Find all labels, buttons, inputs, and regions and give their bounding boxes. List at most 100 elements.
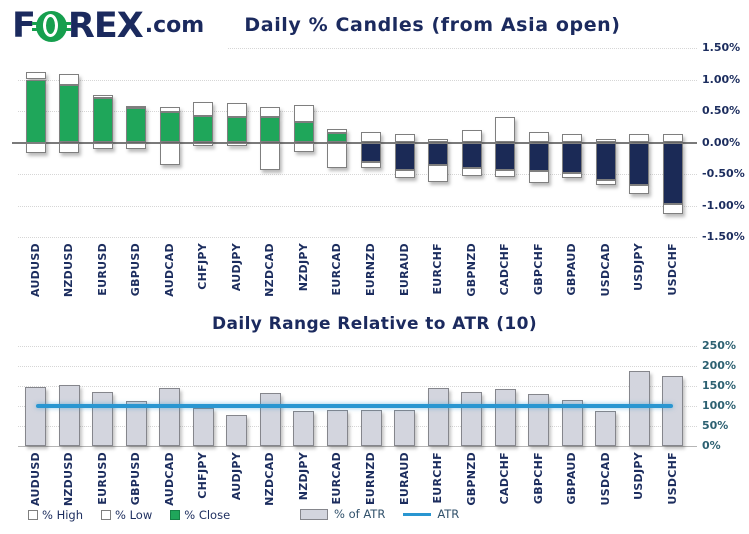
gridline-1.50%: [228, 48, 697, 49]
y-axis-label: 0%: [702, 439, 721, 452]
blue-line-swatch-icon: [403, 512, 432, 516]
candles-legend: % High % Low % Close: [28, 508, 248, 522]
x-axis-label-GBPUSD: GBPUSD: [129, 452, 143, 506]
candle-EURCHF-high-wick: [428, 139, 449, 143]
green-box-swatch-icon: [170, 510, 181, 520]
legend-atr-bar-label: % of ATR: [334, 507, 386, 521]
candle-USDCHF-body: [662, 142, 683, 204]
gridline-0.50%: [18, 111, 697, 112]
x-axis-label-CADCHF: CADCHF: [498, 452, 512, 505]
bar-NZDUSD: [58, 385, 80, 446]
candle-EURCAD-low-wick: [327, 142, 348, 168]
candle-EURNZD-high-wick: [361, 132, 381, 143]
y-axis-label: 1.50%: [702, 41, 741, 54]
candle-CADCHF-high-wick: [495, 116, 516, 143]
candle-GBPUSD-high-wick: [126, 105, 147, 109]
bar-GBPUSD: [125, 400, 147, 446]
candle-EURAUD-low-wick: [394, 170, 415, 178]
candle-CADCHF-low-wick: [495, 169, 516, 178]
x-axis-label-NZDUSD: NZDUSD: [62, 243, 76, 298]
candle-AUDUSD-low-wick: [25, 142, 46, 154]
candle-NZDCAD-low-wick: [260, 142, 281, 170]
legend-item-close: % Close: [170, 508, 230, 522]
bar-USDJPY: [628, 370, 650, 446]
gridline-250%: [18, 346, 697, 347]
candle-NZDCAD-high-wick: [260, 106, 281, 117]
candle-EURCHF-low-wick: [428, 165, 449, 183]
x-axis-label-CHFJPY: CHFJPY: [196, 452, 210, 499]
gray-bar-swatch-icon: [300, 508, 328, 520]
candle-USDJPY-body: [629, 142, 650, 186]
candle-EURCHF-body: [428, 142, 449, 166]
bar-EURCAD: [326, 409, 348, 446]
legend-high-label: % High: [42, 508, 84, 522]
y-axis-label: 0.50%: [702, 104, 741, 117]
candle-GBPCHF-body: [528, 142, 549, 172]
candle-USDCHF-high-wick: [662, 133, 683, 143]
candle-NZDCAD-body: [260, 116, 281, 143]
white-box-swatch-icon: [28, 510, 38, 520]
x-axis-label-EURUSD: EURUSD: [95, 243, 109, 296]
logo-letters-rex: REX: [67, 6, 144, 46]
x-axis-label-AUDUSD: AUDUSD: [28, 452, 42, 507]
candle-NZDUSD-high-wick: [59, 74, 80, 86]
x-axis-label-GBPNZD: GBPNZD: [464, 452, 478, 506]
x-axis-label-CADCHF: CADCHF: [498, 243, 512, 296]
y-axis-label: 50%: [702, 419, 729, 432]
legend-close-label: % Close: [184, 508, 231, 522]
candle-AUDCAD-low-wick: [159, 142, 180, 166]
bar-USDCHF: [662, 375, 684, 446]
x-axis-label-GBPAUD: GBPAUD: [565, 452, 579, 505]
bar-AUDCAD: [159, 388, 181, 446]
forex-globe-icon: [31, 10, 71, 42]
candle-EURNZD-body: [361, 142, 381, 163]
candle-NZDJPY-high-wick: [293, 104, 314, 123]
bottom-axis-line: [18, 446, 697, 447]
x-axis-label-USDCAD: USDCAD: [598, 452, 612, 506]
legend-low-label: % Low: [115, 508, 153, 522]
candle-AUDUSD-high-wick: [25, 71, 46, 80]
x-axis-label-NZDCAD: NZDCAD: [263, 243, 277, 297]
gridline-50%: [18, 426, 697, 427]
candle-GBPAUD-low-wick: [562, 172, 583, 179]
candle-EURUSD-body: [92, 97, 113, 143]
candle-EURNZD-low-wick: [361, 162, 381, 169]
candle-CHFJPY-high-wick: [193, 102, 214, 117]
y-axis-label: -1.50%: [702, 230, 745, 243]
candle-EURCAD-high-wick: [327, 128, 348, 134]
y-axis-label: 100%: [702, 399, 736, 412]
x-axis-label-EURUSD: EURUSD: [95, 452, 109, 505]
x-axis-label-GBPCHF: GBPCHF: [531, 243, 545, 296]
candle-EURAUD-high-wick: [394, 134, 415, 143]
y-axis-label: 1.00%: [702, 72, 741, 86]
legend-atr-line-label: ATR: [437, 507, 460, 521]
x-axis-label-EURCAD: EURCAD: [330, 243, 344, 296]
bar-GBPAUD: [561, 400, 583, 446]
legend-item-low: % Low: [101, 508, 152, 522]
y-axis-label: 200%: [702, 359, 736, 372]
candle-AUDCAD-body: [159, 111, 180, 143]
x-axis-label-USDCAD: USDCAD: [598, 243, 612, 297]
x-axis-label-EURAUD: EURAUD: [397, 243, 411, 296]
candle-GBPAUD-high-wick: [562, 133, 583, 143]
candle-NZDJPY-body: [293, 122, 314, 143]
candle-EURUSD-low-wick: [92, 142, 113, 150]
x-axis-label-NZDUSD: NZDUSD: [62, 452, 76, 507]
bar-CADCHF: [494, 389, 516, 446]
bar-EURCHF: [427, 388, 449, 446]
x-axis-label-NZDCAD: NZDCAD: [263, 452, 277, 506]
legend-item-high: % High: [28, 508, 83, 522]
candle-GBPCHF-high-wick: [528, 132, 549, 143]
candle-EURUSD-high-wick: [92, 94, 113, 98]
candle-AUDJPY-low-wick: [226, 142, 247, 146]
x-axis-label-AUDCAD: AUDCAD: [162, 452, 176, 506]
x-axis-label-EURNZD: EURNZD: [364, 452, 377, 506]
x-axis-label-GBPCHF: GBPCHF: [531, 452, 545, 505]
candle-EURCAD-body: [327, 133, 348, 143]
bar-EURNZD: [360, 410, 382, 446]
candle-USDCHF-low-wick: [662, 203, 683, 214]
legend-item-atr-line: ATR: [403, 507, 459, 521]
logo-dotcom: .com: [144, 13, 205, 38]
